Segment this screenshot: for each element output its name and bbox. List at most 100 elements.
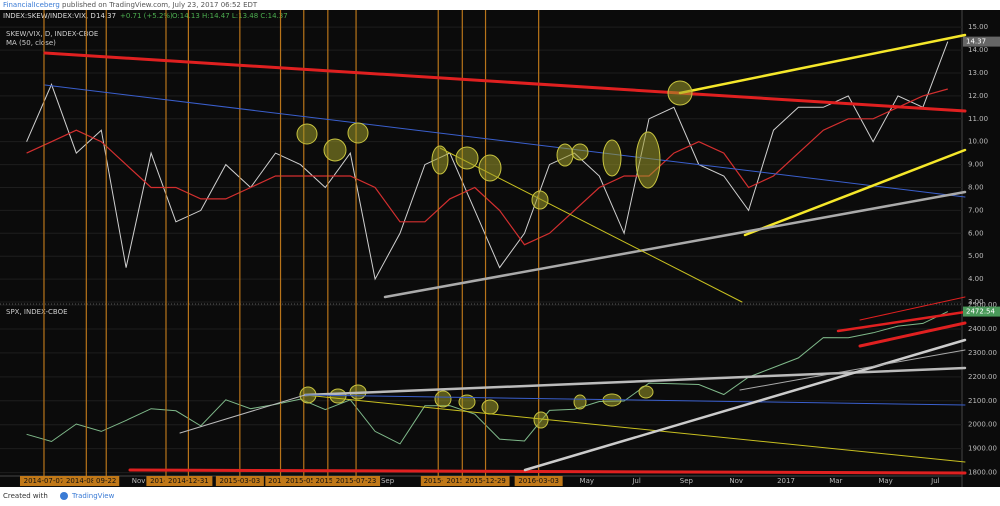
x-tick-highlight <box>332 476 381 486</box>
highlight-circle <box>571 143 589 161</box>
x-tick-highlight <box>312 476 344 486</box>
trend-line <box>304 394 966 406</box>
highlight-circle <box>323 138 347 162</box>
x-tick-label: 2015-11 <box>424 477 453 485</box>
y-tick-label: 9.00 <box>968 161 984 169</box>
trend-line <box>858 321 967 348</box>
y-tick-label: 14.00 <box>968 46 988 54</box>
highlight-circle <box>481 399 499 415</box>
published-note: published on TradingView.com, July 23, 2… <box>62 1 258 9</box>
highlight-circle <box>556 143 574 167</box>
footer-text: Created with <box>3 492 48 500</box>
highlight-circle <box>635 131 661 189</box>
highlight-circle <box>573 394 587 410</box>
label-layer: 3.00 4.00 5.00 6.00 7.00 8.00 9.00 10.00 11.00 12… <box>19 23 1000 486</box>
y-tick-label: 10.00 <box>968 138 988 146</box>
x-tick-label: 2015-12-29 <box>465 477 506 485</box>
y-tick-label: 1800.00 <box>968 469 997 477</box>
highlight-circle <box>478 154 502 182</box>
pane-title: SPX, INDEX-CBOE <box>6 308 68 316</box>
x-tick-highlight <box>281 476 326 486</box>
y-tick-label: 12.00 <box>968 92 988 100</box>
y-tick-label: 4.00 <box>968 275 984 283</box>
drawings <box>43 33 967 475</box>
x-tick-label: 2015-07-23 <box>336 477 377 485</box>
x-tick-label: 2015-0 <box>268 477 293 485</box>
highlight-circle <box>531 190 549 210</box>
highlight-circle <box>347 122 369 144</box>
y-tick-label: 2100.00 <box>968 397 997 405</box>
y-tick-label: 2000.00 <box>968 421 997 429</box>
y-tick-label: 5.00 <box>968 252 984 260</box>
x-tick-label: May <box>878 477 892 485</box>
x-tick-label: Sep <box>680 477 694 485</box>
x-tick-label: May <box>580 477 594 485</box>
x-tick-highlight <box>215 476 264 486</box>
x-tick-label: Nov <box>132 477 146 485</box>
x-tick-highlight <box>164 476 213 486</box>
legend-entry: MA (50, close) <box>6 39 56 47</box>
footer-brand[interactable]: TradingView <box>71 492 115 500</box>
trend-line <box>836 310 967 333</box>
x-tick-highlight <box>19 476 68 486</box>
last-value-box <box>963 306 1000 317</box>
x-tick-label: 2016-03-03 <box>518 477 559 485</box>
x-tick-label: 2014-08-28 <box>66 477 107 485</box>
series-line <box>26 311 949 445</box>
trend-line <box>43 51 967 113</box>
x-tick-label: Jul <box>930 477 940 485</box>
highlight-circle <box>296 123 318 145</box>
highlight-circle <box>458 394 476 410</box>
x-tick-label: 2015-05-2 <box>286 477 322 485</box>
trend-line <box>678 33 967 95</box>
x-tick-highlight <box>93 476 120 486</box>
pane-title: SKEW/VIX, D, INDEX-CBOE <box>6 30 98 38</box>
y-tick-label: 2300.00 <box>968 349 997 357</box>
highlight-circle <box>533 411 549 429</box>
highlight-circle <box>638 385 654 399</box>
last-value-label: 2472.54 <box>966 308 995 316</box>
symbol: INDEX:SKEW/INDEX:VIX, D <box>3 12 96 20</box>
x-tick-highlight <box>420 476 456 486</box>
highlight-circle <box>667 80 693 106</box>
change: +0.71 (+5.2%) <box>120 12 173 20</box>
trend-line <box>128 468 967 475</box>
y-tick-label: 1900.00 <box>968 445 997 453</box>
trend-line <box>44 84 966 198</box>
brand-logo <box>60 492 68 500</box>
ohlc: O:14.13 H:14.47 L:13.48 C:14.37 <box>172 12 288 20</box>
highlight-circle <box>434 390 452 408</box>
y-tick-label: 3.00 <box>968 298 984 306</box>
trend-line <box>304 394 966 463</box>
y-tick-label: 2400.00 <box>968 325 997 333</box>
trend-line <box>859 296 966 321</box>
y-tick-label: 2500.00 <box>968 301 997 309</box>
x-tick-highlight <box>265 476 296 486</box>
x-tick-label: 2017 <box>777 477 795 485</box>
y-tick-label: 6.00 <box>968 229 984 237</box>
x-tick-label: Sep <box>381 477 395 485</box>
y-tick-label: 13.00 <box>968 69 988 77</box>
y-tick-label: 7.00 <box>968 206 984 214</box>
series-line <box>26 88 948 246</box>
trend-line <box>743 148 967 237</box>
x-tick-label: 2014-12-31 <box>168 477 209 485</box>
x-tick-label: 2014-07-07 <box>24 477 65 485</box>
y-tick-label: 2200.00 <box>968 373 997 381</box>
highlight-circle <box>455 146 479 170</box>
publisher[interactable]: FinancialIceberg <box>3 1 60 9</box>
x-tick-label: 2015-03-03 <box>220 477 261 485</box>
highlight-circle <box>431 145 449 175</box>
last-value-box <box>963 36 1000 47</box>
x-tick-highlight <box>62 476 111 486</box>
series-line <box>26 41 949 281</box>
x-tick-label: Nov <box>729 477 743 485</box>
trend-line <box>383 190 967 299</box>
x-tick-highlight <box>514 476 563 486</box>
x-tick-label: 09-22 <box>96 477 116 485</box>
x-tick-label: 2015-0 <box>315 477 340 485</box>
highlight-circle <box>602 139 622 177</box>
trend-line <box>179 394 306 434</box>
trend-line <box>739 349 966 391</box>
